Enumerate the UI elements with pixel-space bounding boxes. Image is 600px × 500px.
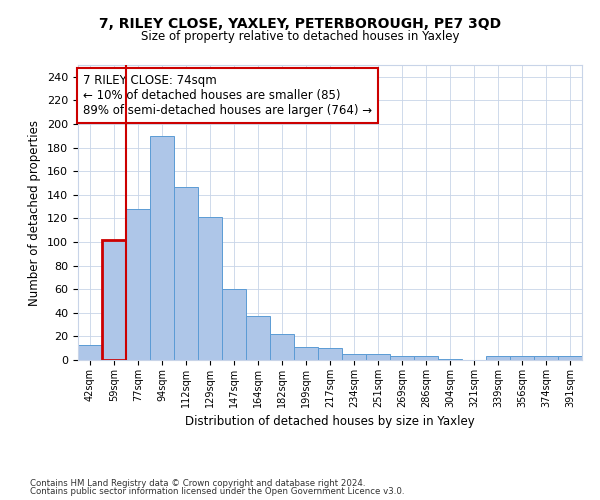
Text: 7, RILEY CLOSE, YAXLEY, PETERBOROUGH, PE7 3QD: 7, RILEY CLOSE, YAXLEY, PETERBOROUGH, PE… (99, 18, 501, 32)
Text: Size of property relative to detached houses in Yaxley: Size of property relative to detached ho… (141, 30, 459, 43)
Bar (222, 289, 246, 360)
Bar (510, 356, 534, 360)
Text: Contains public sector information licensed under the Open Government Licence v3: Contains public sector information licen… (30, 487, 404, 496)
Bar (318, 348, 342, 360)
Bar (414, 356, 438, 360)
Bar (390, 356, 414, 360)
X-axis label: Distribution of detached houses by size in Yaxley: Distribution of detached houses by size … (185, 416, 475, 428)
Bar (270, 334, 294, 360)
Bar (294, 347, 318, 360)
Text: Contains HM Land Registry data © Crown copyright and database right 2024.: Contains HM Land Registry data © Crown c… (30, 478, 365, 488)
Bar (174, 186, 198, 360)
Bar (558, 356, 582, 360)
Bar (534, 356, 558, 360)
Bar (102, 240, 126, 360)
Bar (198, 217, 222, 360)
Bar (342, 354, 366, 360)
Bar (438, 359, 462, 360)
Y-axis label: Number of detached properties: Number of detached properties (28, 120, 41, 306)
Bar (78, 344, 102, 360)
Bar (150, 136, 174, 360)
Bar (246, 316, 270, 360)
Text: 7 RILEY CLOSE: 74sqm
← 10% of detached houses are smaller (85)
89% of semi-detac: 7 RILEY CLOSE: 74sqm ← 10% of detached h… (83, 74, 372, 117)
Bar (126, 209, 150, 360)
Bar (366, 354, 390, 360)
Bar (486, 356, 510, 360)
